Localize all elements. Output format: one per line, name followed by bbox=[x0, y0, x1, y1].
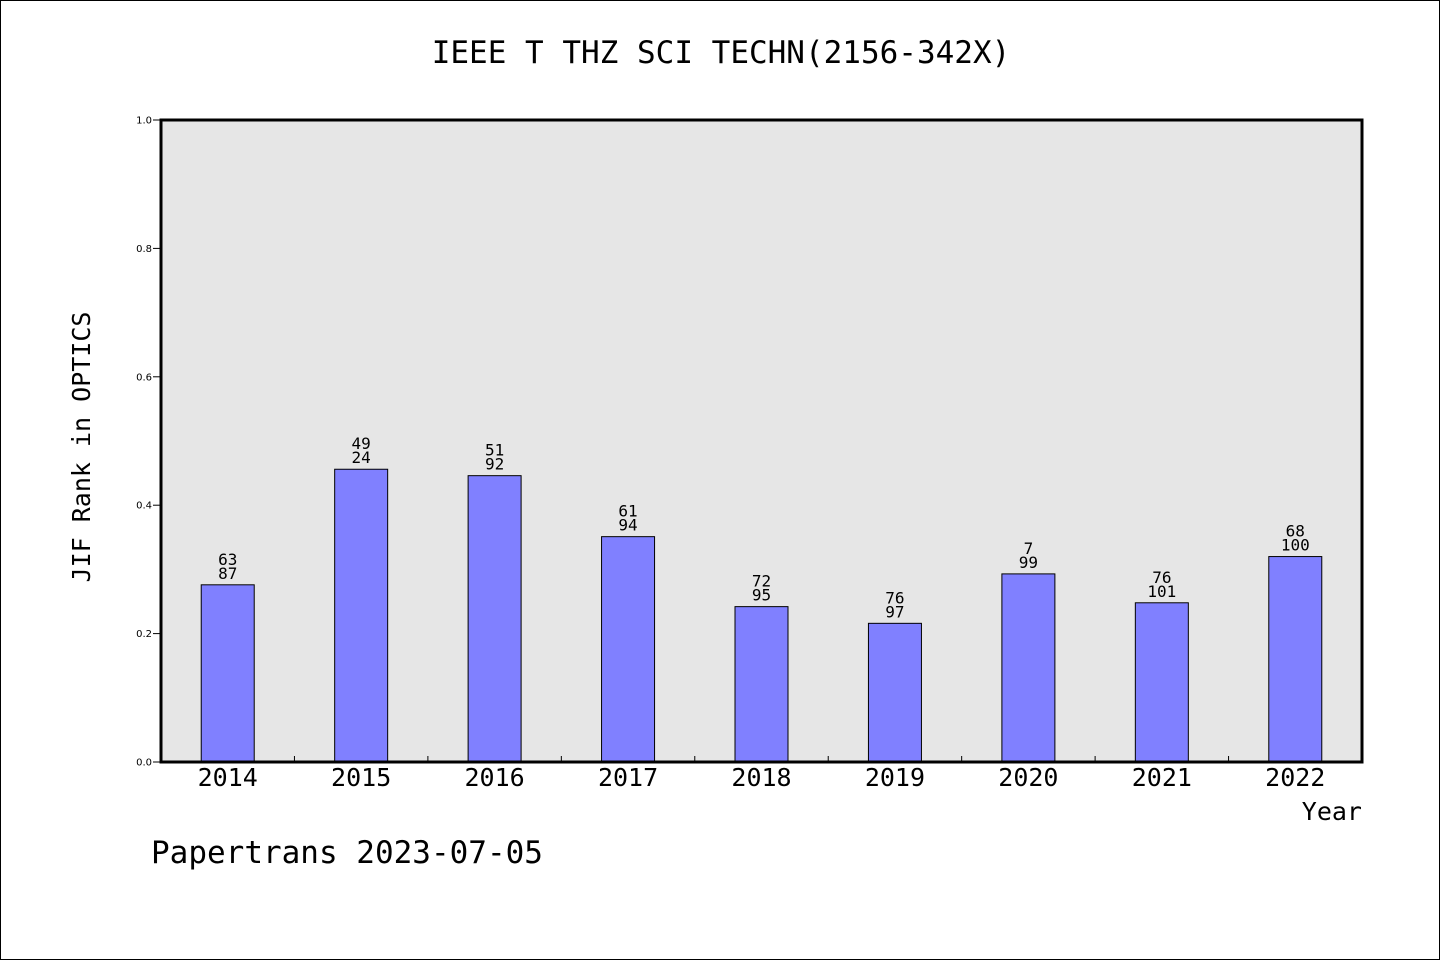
x-axis-label: Year bbox=[1302, 797, 1362, 826]
bar bbox=[467, 475, 522, 763]
y-tick-label: 0.8 bbox=[136, 244, 152, 255]
bar-rank-label: 7 bbox=[1024, 539, 1034, 558]
y-tick-label: 0.0 bbox=[136, 758, 152, 769]
bar-total-label: 87 bbox=[218, 564, 237, 583]
bar bbox=[734, 606, 789, 763]
bar-total-label: 92 bbox=[485, 455, 504, 474]
chart-title: IEEE T THZ SCI TECHN(2156-342X) bbox=[431, 35, 1011, 71]
x-tick-label: 2015 bbox=[331, 763, 391, 792]
plot-border bbox=[159, 118, 1364, 764]
bar-total-label: 100 bbox=[1281, 536, 1310, 555]
bar-rank-label: 76 bbox=[1152, 568, 1171, 587]
bar-rank-label: 51 bbox=[485, 441, 504, 460]
bar-rank-label: 72 bbox=[752, 572, 771, 591]
bar-total-label: 101 bbox=[1147, 582, 1176, 601]
y-tick-label: 1.0 bbox=[136, 116, 152, 127]
bar bbox=[1001, 573, 1056, 763]
x-tick-label: 2022 bbox=[1265, 763, 1325, 792]
bar-total-label: 97 bbox=[885, 602, 904, 621]
bar bbox=[1268, 556, 1323, 763]
y-tick-label: 0.4 bbox=[136, 501, 152, 512]
footer-note: Papertrans 2023-07-05 bbox=[151, 835, 543, 871]
bar-total-label: 99 bbox=[1019, 553, 1038, 572]
bar bbox=[200, 584, 255, 763]
bar bbox=[1134, 602, 1189, 763]
y-axis-label: JIF Rank in OPTICS bbox=[67, 312, 96, 583]
bar-total-label: 24 bbox=[352, 448, 371, 467]
bar-rank-label: 61 bbox=[618, 502, 637, 521]
bar bbox=[601, 536, 656, 763]
x-tick-label: 2021 bbox=[1132, 763, 1192, 792]
bar-rank-label: 63 bbox=[218, 550, 237, 569]
bar-rank-label: 68 bbox=[1286, 522, 1305, 541]
bar-rank-label: 49 bbox=[352, 434, 371, 453]
bar bbox=[867, 622, 922, 763]
y-tick-label: 0.6 bbox=[136, 372, 152, 383]
bar-rank-label: 76 bbox=[885, 588, 904, 607]
x-tick-label: 2019 bbox=[865, 763, 925, 792]
y-tick-label: 0.2 bbox=[136, 629, 152, 640]
bar bbox=[334, 468, 389, 763]
x-tick-label: 2017 bbox=[598, 763, 658, 792]
x-tick-label: 2014 bbox=[198, 763, 258, 792]
x-tick-label: 2018 bbox=[731, 763, 791, 792]
bar-total-label: 94 bbox=[618, 516, 637, 535]
x-tick-label: 2020 bbox=[998, 763, 1058, 792]
x-tick-label: 2016 bbox=[465, 763, 525, 792]
bar-total-label: 95 bbox=[752, 586, 771, 605]
